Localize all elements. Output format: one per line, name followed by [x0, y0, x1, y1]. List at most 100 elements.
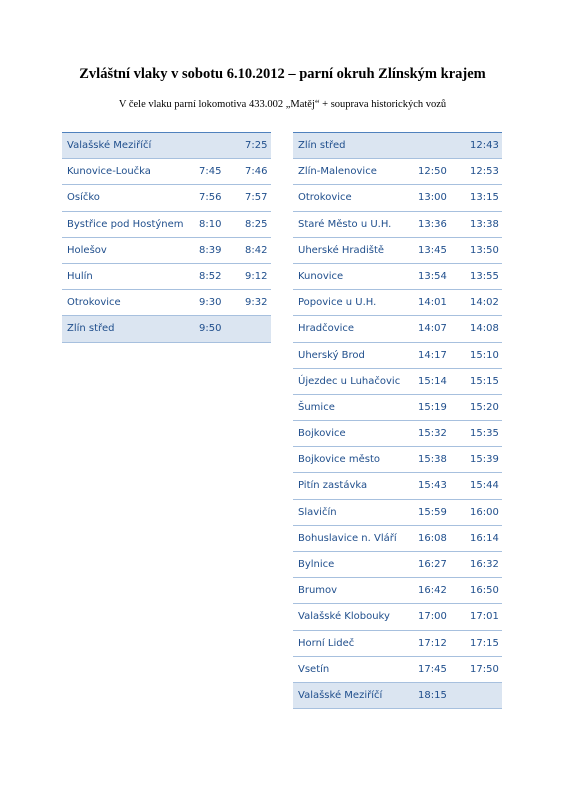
station: Hradčovice	[298, 323, 355, 335]
station: Kunovice-Loučka	[67, 166, 151, 178]
timetable-row: Horní Lideč 17:12 17:15	[293, 631, 502, 657]
station: Valašské Meziříčí	[67, 140, 152, 151]
timetable-row: Bojkovice 15:32 15:35	[293, 421, 502, 448]
departure: 9:12	[245, 270, 268, 282]
arrival: 17:00	[418, 611, 447, 623]
departure: 12:53	[470, 166, 499, 178]
departure: 7:57	[245, 192, 268, 204]
timetable-row: Valašské Meziříčí 18:15	[293, 682, 502, 710]
timetable-row: Kunovice-Loučka 7:45 7:46	[62, 159, 271, 186]
timetable-row: Bylnice 16:27 16:32	[293, 552, 502, 579]
departure: 9:32	[245, 297, 268, 309]
arrival: 13:45	[418, 244, 447, 256]
station: Bohuslavice n. Vláří	[298, 532, 397, 544]
departure: 16:14	[470, 532, 499, 544]
timetable: Valašské Meziříčí 7:25 Kunovice-Loučka 7:45…	[62, 132, 271, 343]
station: Zlín střed	[298, 140, 346, 151]
arrival: 14:01	[418, 297, 447, 309]
station: Bojkovice město	[298, 454, 380, 466]
departure: 15:39	[470, 454, 499, 466]
departure: 15:44	[470, 480, 499, 492]
station: Osíčko	[67, 192, 100, 204]
departure: 15:10	[470, 349, 499, 361]
station: Kunovice	[298, 270, 344, 282]
station: Otrokovice	[298, 192, 352, 204]
departure: 14:02	[470, 297, 499, 309]
timetable-row: Zlín-Malenovice 12:50 12:53	[293, 159, 502, 186]
station: Šumice	[298, 401, 335, 413]
departure: 13:15	[470, 192, 499, 204]
station: Zlín-Malenovice	[298, 166, 377, 178]
departure: 15:15	[470, 375, 499, 387]
timetable-row: Valašské Klobouky 17:00 17:01	[293, 604, 502, 631]
departure: 13:50	[470, 244, 499, 256]
station: Uherské Hradiště	[298, 244, 385, 256]
arrival: 16:42	[418, 585, 447, 597]
station: Slavičín	[298, 506, 337, 518]
timetable-row: Bohuslavice n. Vláří 16:08 16:14	[293, 526, 502, 552]
station: Uherský Brod	[298, 349, 365, 361]
timetable-row: Uherský Brod 14:17 15:10	[293, 343, 502, 369]
arrival: 8:52	[199, 270, 222, 282]
station: Bystřice pod Hostýnem	[67, 218, 184, 230]
station: Bylnice	[298, 559, 335, 570]
timetable-row: Slavičín 15:59 16:00	[293, 500, 502, 526]
departure: 17:15	[470, 637, 499, 649]
arrival: 17:12	[418, 637, 447, 649]
arrival: 16:27	[418, 559, 447, 570]
departure: 15:35	[470, 428, 499, 440]
arrival: 9:50	[199, 323, 222, 335]
station: Otrokovice	[67, 297, 121, 309]
station: Valašské Klobouky	[298, 611, 390, 623]
timetable-row: Kunovice 13:54 13:55	[293, 264, 502, 291]
station: Popovice u U.H.	[298, 297, 377, 309]
timetable-row: Holešov 8:39 8:42	[62, 238, 271, 264]
station: Valašské Meziříčí	[298, 689, 383, 701]
arrival: 15:14	[418, 375, 447, 387]
arrival: 17:45	[418, 663, 447, 675]
arrival: 15:32	[418, 428, 447, 440]
timetable-row: Zlín střed 12:43	[293, 133, 502, 160]
arrival: 15:38	[418, 454, 447, 466]
station: Brumov	[298, 585, 338, 597]
timetable-row: Bojkovice město 15:38 15:39	[293, 447, 502, 474]
departure: 17:01	[470, 611, 499, 623]
departure: 16:00	[470, 506, 499, 518]
timetable-row: Hradčovice 14:07 14:08	[293, 316, 502, 343]
timetable-row: Brumov 16:42 16:50	[293, 578, 502, 605]
arrival: 18:15	[418, 689, 447, 701]
arrival: 7:45	[199, 166, 222, 178]
arrival: 12:50	[418, 166, 447, 178]
timetable-row: Valašské Meziříčí 7:25	[62, 133, 271, 160]
arrival: 14:17	[418, 349, 447, 361]
departure: 8:25	[245, 218, 268, 230]
departure: 13:38	[470, 218, 499, 230]
arrival: 13:36	[418, 218, 447, 230]
timetable-row: Pitín zastávka 15:43 15:44	[293, 473, 502, 500]
timetable-row: Bystřice pod Hostýnem 8:10 8:25	[62, 212, 271, 238]
arrival: 15:43	[418, 480, 447, 492]
arrival: 16:08	[418, 532, 447, 544]
timetable-row: Šumice 15:19 15:20	[293, 395, 502, 422]
departure: 7:46	[245, 166, 268, 178]
station: Staré Město u U.H.	[298, 218, 392, 230]
timetable-row: Újezdec u Luhačovic 15:14 15:15	[293, 369, 502, 395]
station: Vsetín	[298, 663, 330, 675]
arrival: 14:07	[418, 323, 447, 335]
arrival: 13:00	[418, 192, 447, 204]
departure: 16:32	[470, 559, 499, 570]
timetable-row: Popovice u U.H. 14:01 14:02	[293, 290, 502, 317]
station: Zlín střed	[67, 323, 115, 335]
timetable-row: Osíčko 7:56 7:57	[62, 185, 271, 212]
timetable-row: Otrokovice 13:00 13:15	[293, 185, 502, 212]
station: Holešov	[67, 244, 107, 256]
timetable-row: Uherské Hradiště 13:45 13:50	[293, 238, 502, 264]
station: Pitín zastávka	[298, 480, 368, 492]
arrival: 8:10	[199, 218, 222, 230]
departure: 8:42	[245, 244, 268, 256]
arrival: 7:56	[199, 192, 222, 204]
timetable: Zlín střed 12:43 Zlín-Malenovice 12:50 12:53…	[293, 132, 502, 710]
departure: 7:25	[245, 140, 268, 151]
arrival: 15:59	[418, 506, 447, 518]
departure: 15:20	[470, 401, 499, 413]
